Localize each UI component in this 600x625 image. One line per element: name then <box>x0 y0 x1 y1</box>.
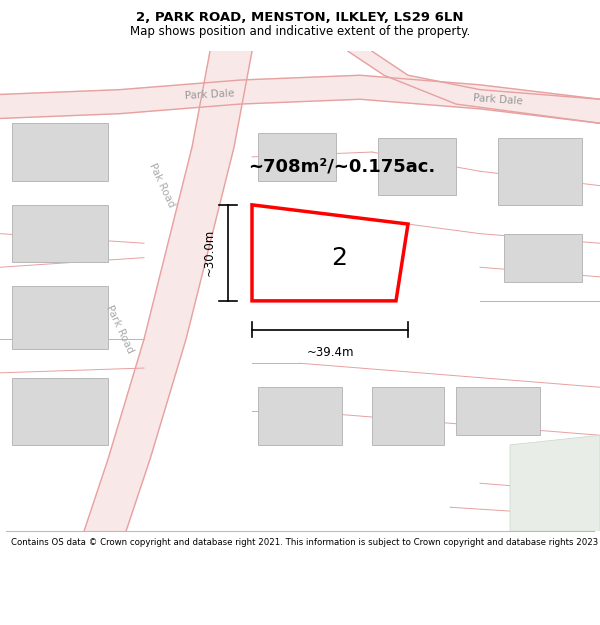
Polygon shape <box>12 123 108 181</box>
Polygon shape <box>258 388 342 445</box>
Polygon shape <box>84 51 252 531</box>
Polygon shape <box>510 435 600 531</box>
Polygon shape <box>378 138 456 195</box>
Polygon shape <box>504 234 582 282</box>
Polygon shape <box>12 286 108 349</box>
Polygon shape <box>498 138 582 205</box>
Polygon shape <box>258 133 336 181</box>
Text: Map shows position and indicative extent of the property.: Map shows position and indicative extent… <box>130 26 470 39</box>
Text: ~708m²/~0.175ac.: ~708m²/~0.175ac. <box>248 158 436 176</box>
Text: Park Dale: Park Dale <box>473 92 523 106</box>
Text: 2, PARK ROAD, MENSTON, ILKLEY, LS29 6LN: 2, PARK ROAD, MENSTON, ILKLEY, LS29 6LN <box>136 11 464 24</box>
Text: ~39.4m: ~39.4m <box>306 346 354 359</box>
Text: Contains OS data © Crown copyright and database right 2021. This information is : Contains OS data © Crown copyright and d… <box>11 538 600 547</box>
Text: 2: 2 <box>331 246 347 269</box>
Text: Pak Road: Pak Road <box>148 162 176 209</box>
Polygon shape <box>0 75 600 123</box>
Polygon shape <box>456 388 540 435</box>
Text: ~30.0m: ~30.0m <box>203 229 216 276</box>
Text: Park Dale: Park Dale <box>185 88 235 101</box>
Polygon shape <box>12 378 108 445</box>
Polygon shape <box>348 51 600 123</box>
Polygon shape <box>252 205 408 301</box>
Polygon shape <box>372 388 444 445</box>
Text: Park Road: Park Road <box>104 304 136 355</box>
Polygon shape <box>12 205 108 262</box>
